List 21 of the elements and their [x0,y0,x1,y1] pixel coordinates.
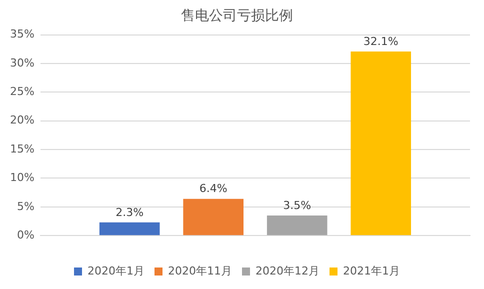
y-tick-label: 10% [10,171,34,184]
data-label: 6.4% [199,182,228,196]
y-tick-label: 35% [10,28,34,41]
data-label: 3.5% [283,198,312,212]
legend-label: 2020年11月 [168,264,232,278]
legend-label: 2020年12月 [256,264,320,278]
y-tick-label: 30% [10,56,34,70]
bar [99,222,160,236]
y-tick-label: 20% [10,114,34,127]
data-label: 32.1% [363,34,398,48]
bar [266,216,328,236]
legend-label: 2020年1月 [88,264,145,278]
bar [350,51,412,236]
data-label: 2.3% [116,206,144,219]
y-tick-label: 25% [10,85,34,98]
bar [183,198,244,236]
legend-label: 2021年1月 [342,264,400,278]
y-tick-label: 15% [10,142,34,156]
chart-title: 售电公司亏损比例 [181,8,293,24]
y-tick-label: 5% [16,200,34,213]
y-tick-label: 0% [16,228,34,242]
